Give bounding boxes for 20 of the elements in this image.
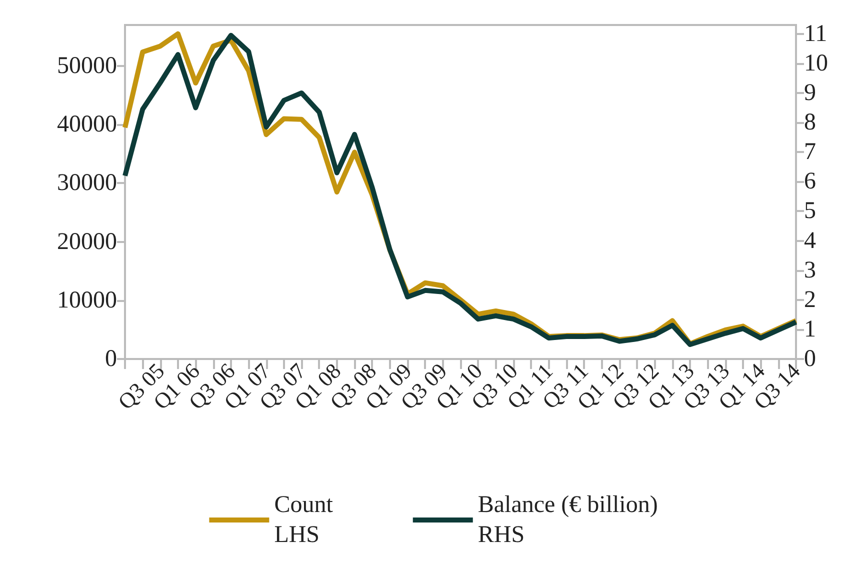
y2-tick-label: 3 (804, 257, 816, 284)
y-tick-label: 50000 (57, 53, 117, 80)
legend-label: Balance (€ billion) RHS (478, 492, 658, 548)
y2-tick-label: 8 (804, 110, 816, 136)
y2-tick-label: 6 (804, 168, 816, 195)
y2-tick-label: 0 (804, 346, 816, 372)
y2-tick-label: 5 (804, 198, 816, 224)
legend-label: Count LHS (274, 492, 334, 548)
y2-tick-label: 11 (804, 20, 828, 47)
y-tick-label: 30000 (57, 170, 117, 196)
y2-tick-label: 10 (804, 50, 828, 76)
y-tick-label: 0 (105, 346, 117, 372)
y2-tick-label: 7 (804, 139, 816, 166)
y2-tick-label: 2 (804, 286, 816, 313)
y-tick-label: 40000 (57, 112, 117, 138)
y2-tick-label: 4 (804, 228, 816, 254)
y2-tick-label: 9 (804, 80, 816, 106)
y-tick-label: 20000 (57, 228, 117, 255)
y2-tick-label: 1 (804, 316, 816, 342)
y-tick-label: 10000 (57, 287, 117, 314)
